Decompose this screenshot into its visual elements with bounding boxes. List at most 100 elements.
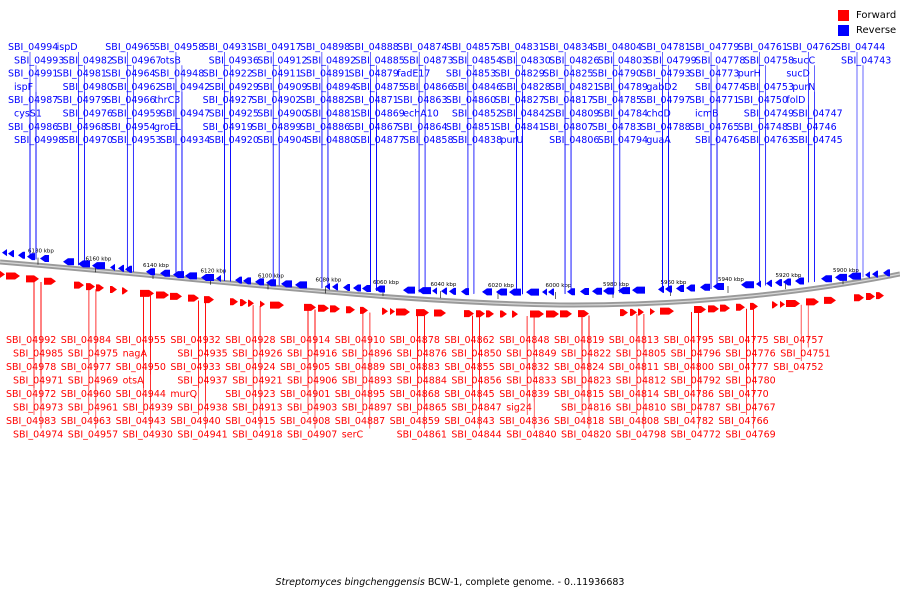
gene-arrow (270, 301, 284, 309)
axis-tick-label: 6020 kbp (488, 283, 514, 289)
gene-arrow (204, 296, 214, 304)
gene-label: SBI_04879 (349, 69, 399, 80)
gene-arrow (40, 255, 49, 263)
gene-arrow (185, 272, 197, 280)
gene-arrow (783, 278, 791, 286)
gene-label: SBI_04910 (335, 335, 385, 346)
gene-arrow (775, 279, 782, 287)
gene-arrow (330, 305, 340, 313)
gene-arrow (118, 264, 124, 272)
gene-label: SBI_04876 (397, 349, 447, 360)
gene-label: SBI_04824 (554, 362, 604, 373)
gene-label: SBI_04795 (664, 335, 714, 346)
gene-arrow (362, 284, 371, 292)
gene-label: SBI_04895 (335, 389, 385, 400)
gene-arrow (665, 285, 672, 293)
gene-label: SBI_04948 (154, 69, 204, 80)
gene-label: SBI_04953 (111, 135, 161, 146)
legend-reverse: Reverse (838, 23, 896, 38)
reverse-label-leaders (29, 52, 864, 295)
gene-arrow (854, 294, 864, 302)
gene-arrow (496, 288, 507, 296)
gene-label: SBI_04974 (13, 430, 63, 441)
gene-arrow (96, 284, 104, 292)
gene-label: SBI_04855 (444, 362, 494, 373)
gene-label: SBI_04983 (6, 416, 56, 427)
gene-label: otsA (123, 376, 144, 387)
gene-label: SBI_04961 (68, 403, 118, 414)
gene-label: choD (646, 109, 670, 120)
gene-label: SBI_04818 (554, 416, 604, 427)
gene-label: SBI_04906 (287, 376, 337, 387)
gene-arrow (821, 275, 832, 283)
gene-arrow (235, 276, 242, 284)
gene-label: SBI_04902 (251, 95, 301, 106)
gene-label: SBI_04765 (689, 122, 739, 133)
gene-arrow (441, 287, 447, 295)
genome-backbone-highlight (0, 261, 900, 306)
axis-tick-label: 5960 kbp (661, 280, 687, 286)
gene-label: SBI_04992 (6, 335, 56, 346)
gene-label: SBI_04786 (664, 389, 714, 400)
gene-label: SBI_04947 (160, 109, 210, 120)
gene-arrow (266, 279, 276, 287)
gene-label: SBI_04811 (609, 362, 659, 373)
gene-label: SBI_04773 (689, 69, 739, 80)
gene-label: SBI_04987 (8, 95, 58, 106)
gene-label: SBI_04821 (549, 82, 599, 93)
gene-label: SBI_04836 (499, 416, 549, 427)
gene-label: SBI_04859 (390, 416, 440, 427)
gene-label: SBI_04842 (500, 109, 550, 120)
gene-label: SBI_04847 (451, 403, 501, 414)
gene-arrow (618, 287, 630, 295)
gene-label: SBI_04889 (335, 362, 385, 373)
gene-label: SBI_04893 (342, 376, 392, 387)
gene-label: SBI_04973 (13, 403, 63, 414)
gene-label: otsB (160, 55, 181, 66)
gene-arrow (676, 285, 684, 293)
gene-label: SBI_04831 (494, 42, 544, 53)
gene-label: SBI_04959 (111, 109, 161, 120)
gene-label: SBI_04853 (446, 69, 496, 80)
gene-label: SBI_04908 (280, 416, 330, 427)
axis-tick-label: 5940 kbp (718, 277, 744, 283)
gene-arrow (658, 285, 664, 293)
gene-arrow (255, 278, 264, 286)
gene-label: SBI_04911 (251, 69, 301, 80)
gene-label: SBI_04780 (725, 376, 775, 387)
gene-arrow (390, 308, 395, 316)
gene-label: SBI_04783 (592, 122, 642, 133)
gene-label: SBI_04851 (446, 122, 496, 133)
gene-arrow (432, 287, 437, 295)
gene-label: SBI_04761 (738, 42, 788, 53)
gene-label: SBI_04967 (111, 55, 161, 66)
gene-label: SBI_04873 (403, 55, 453, 66)
gene-label: SBI_04916 (287, 349, 337, 360)
gene-label: sucD (786, 69, 810, 80)
gene-arrow (230, 298, 238, 306)
gene-arrow (509, 288, 521, 296)
axis-tick-label: 6120 kbp (201, 269, 227, 275)
axis-tick-label: 5900 kbp (833, 268, 859, 274)
gene-label: SBI_04825 (543, 69, 593, 80)
axis-tick-label: 6000 kbp (546, 283, 572, 289)
gene-label: SBI_04794 (598, 135, 648, 146)
gene-label: ispD (57, 42, 78, 53)
gene-arrow (580, 288, 589, 296)
gene-label: SBI_04903 (287, 403, 337, 414)
gene-label: SBI_04888 (349, 42, 399, 53)
gene-arrow (578, 310, 589, 318)
gene-label: SBI_04887 (335, 416, 385, 427)
gene-arrow (866, 293, 875, 301)
gene-label: SBI_04806 (549, 135, 599, 146)
gene-label: SBI_04817 (543, 95, 593, 106)
gene-label: SBI_04797 (640, 95, 690, 106)
gene-arrow (780, 300, 785, 308)
gene-label: SBI_04938 (177, 403, 227, 414)
gene-label: SBI_04748 (738, 122, 788, 133)
gene-label: SBI_04864 (397, 122, 447, 133)
gene-label: SBI_04979 (57, 95, 107, 106)
axis-tick-label: 6160 kbp (86, 256, 112, 262)
gene-label: SBI_04932 (170, 335, 220, 346)
